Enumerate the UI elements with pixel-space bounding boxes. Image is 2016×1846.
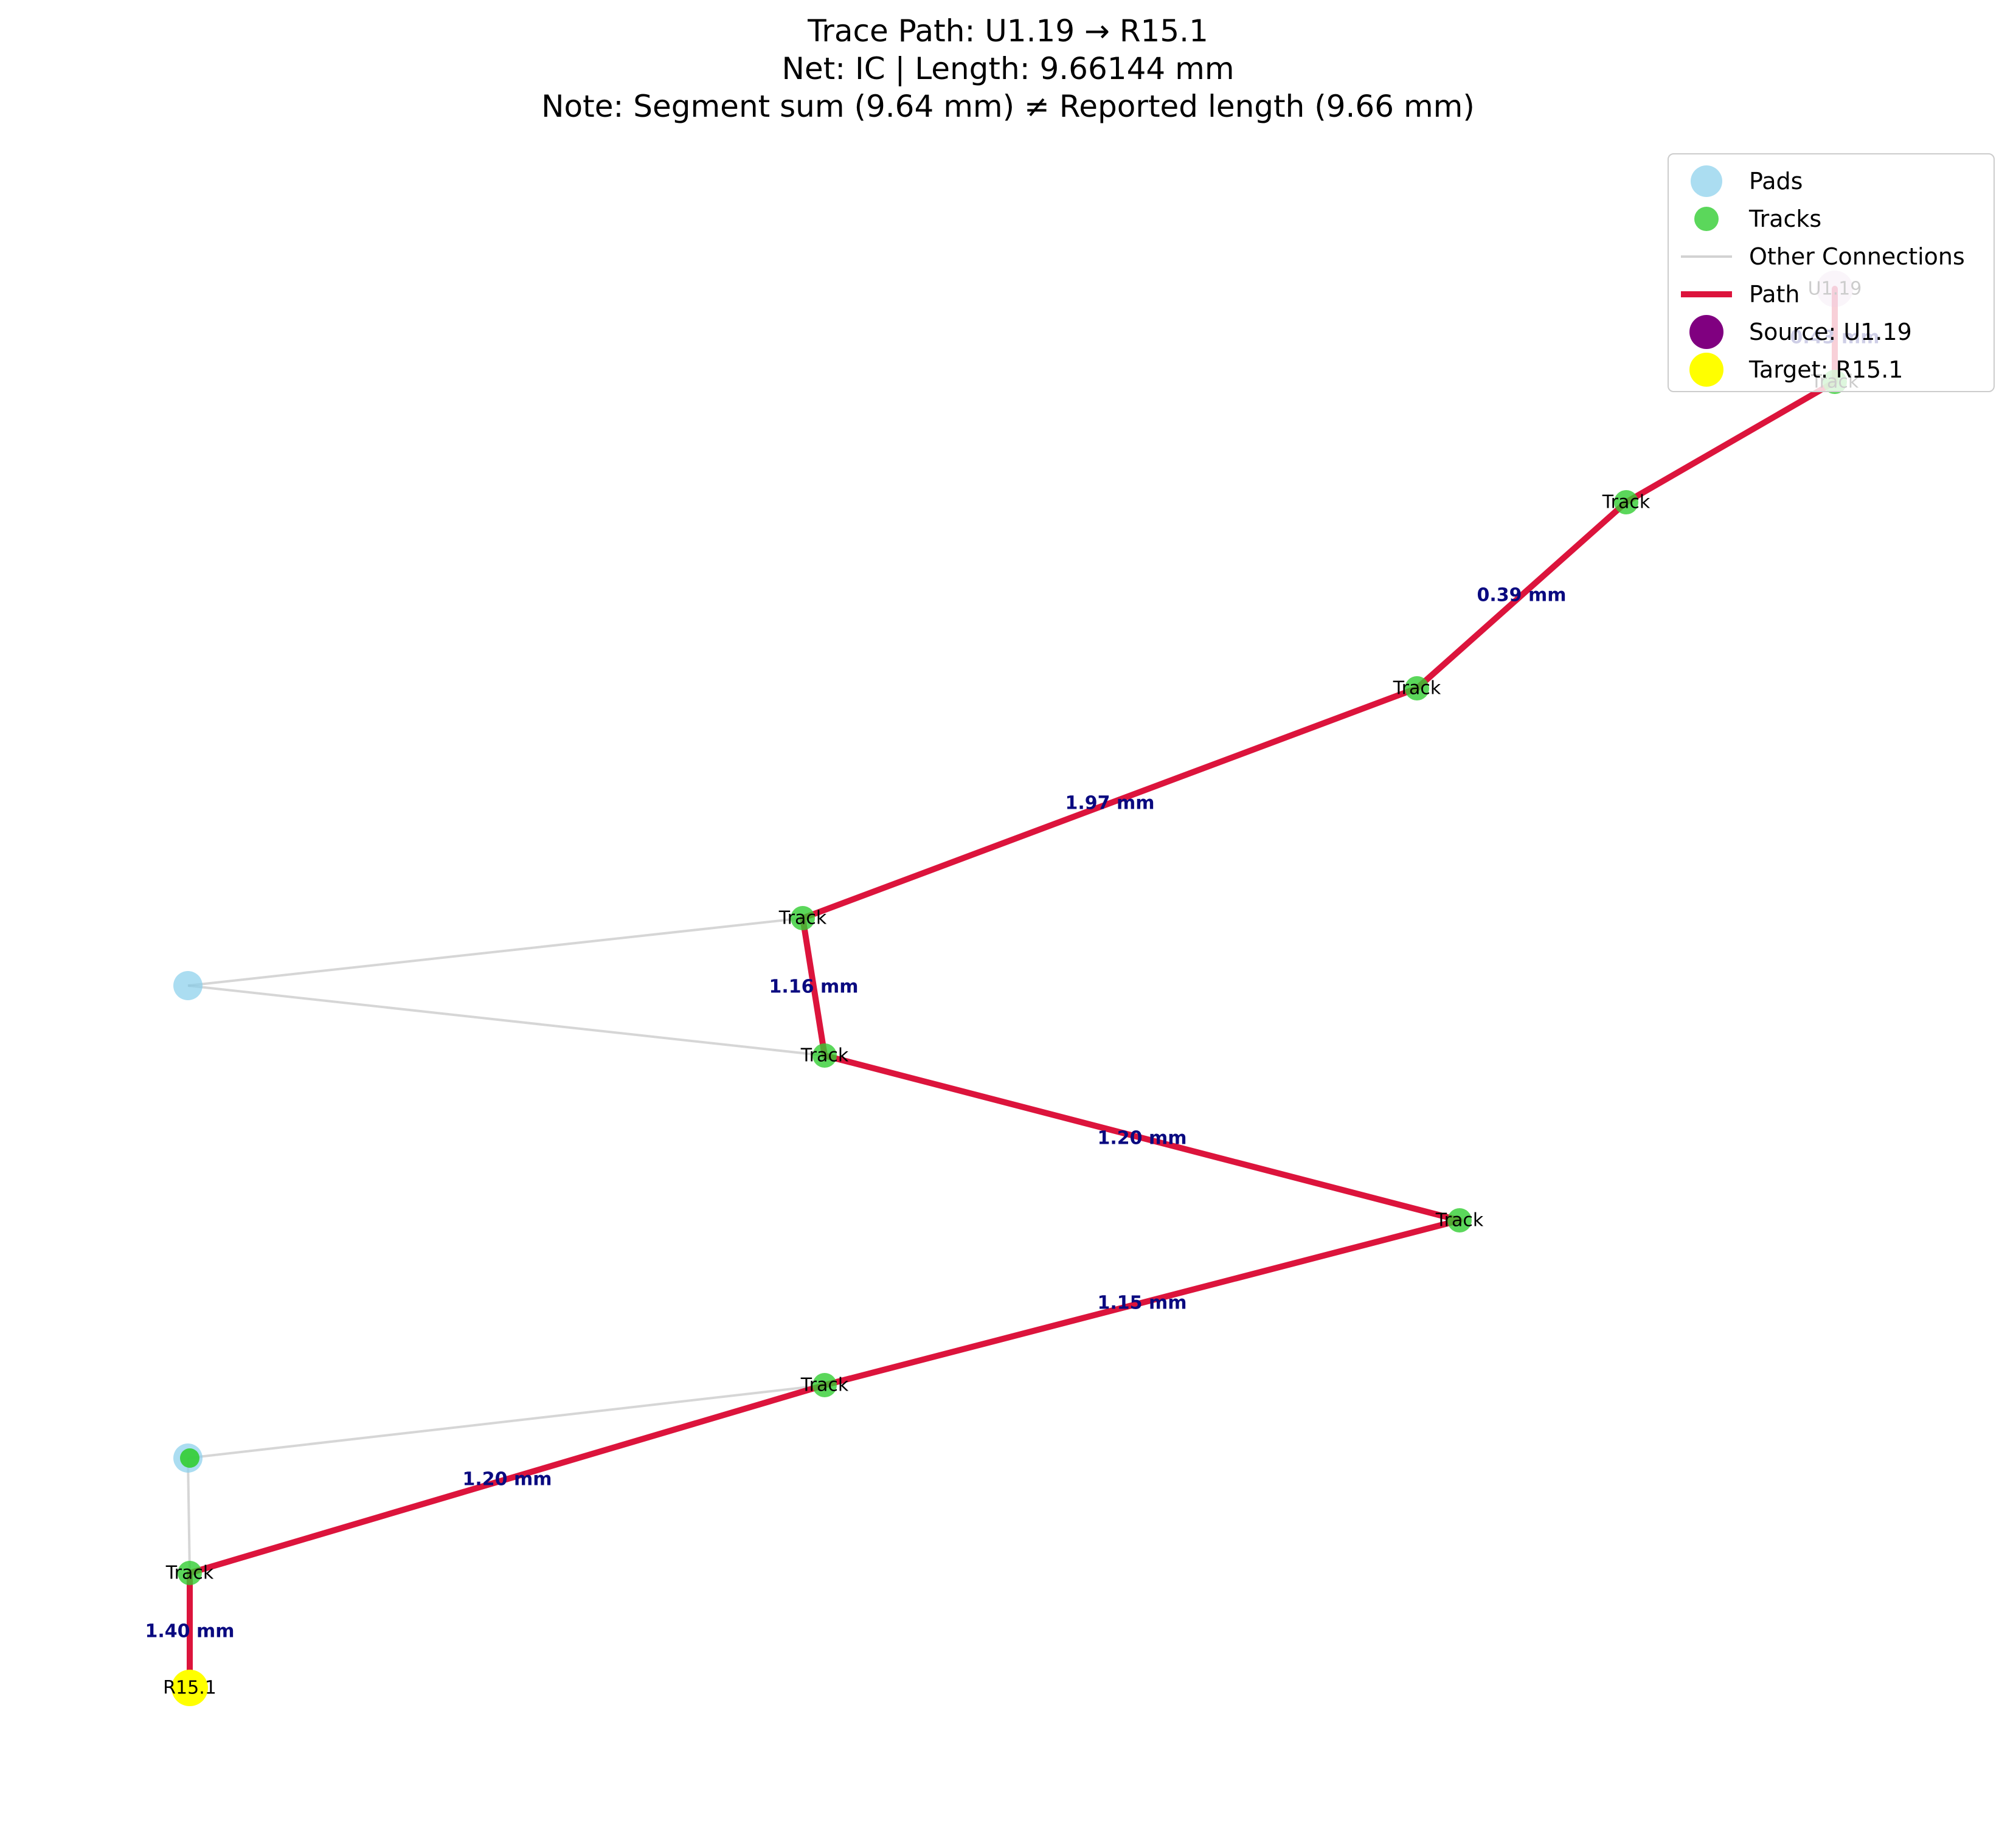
path-segment-line (822, 1053, 1463, 1223)
path-layer (187, 286, 1838, 1691)
segment-length-label: 1.20 mm (1098, 1128, 1187, 1149)
path-segment-line (187, 1382, 828, 1576)
track-node (1447, 1208, 1472, 1232)
other-connection-line (187, 1457, 191, 1574)
legend-item-path: Path (1669, 276, 1996, 313)
track-node (1405, 676, 1429, 700)
track-node-label: Track (800, 1045, 849, 1066)
track-node (1614, 490, 1638, 514)
path-segment-line (1414, 499, 1629, 691)
legend-item-other-connections: Other Connections (1669, 238, 1996, 275)
other-connection-line (187, 917, 803, 987)
legend-label-path: Path (1749, 281, 1800, 308)
path-segment-line (822, 1217, 1463, 1388)
segment-length-label: 1.15 mm (1098, 1293, 1187, 1314)
other-connections-layer (187, 917, 825, 1574)
path-segment-line (800, 685, 1420, 921)
pad-marker-icon (1691, 165, 1722, 197)
title-line-3: Note: Segment sum (9.64 mm) ≠ Reported l… (541, 89, 1475, 124)
track-node-label: Track (1393, 678, 1441, 699)
other-connection-line (187, 984, 825, 1057)
legend-item-source: Source: U1.19 (1669, 314, 1996, 350)
legend-item-target: Target: R15.1 (1669, 351, 1996, 388)
track-node-label: Track (800, 1375, 849, 1396)
legend-item-pads: Pads (1669, 163, 1996, 199)
target-marker-icon (1689, 353, 1723, 387)
legend-label-pads: Pads (1749, 168, 1803, 195)
chart-title: Trace Path: U1.19 → R15.1 Net: IC | Leng… (0, 12, 2016, 125)
track-node-label: Track (1602, 492, 1651, 513)
nodes-layer (171, 271, 1853, 1706)
track-marker-icon (1694, 207, 1719, 231)
track-node (180, 1448, 199, 1468)
node-labels-layer: U1.19TrackTrackTrackTrackTrackTrackTrack… (163, 278, 1862, 1699)
path-line-icon (1681, 291, 1732, 297)
segment-length-label: 0.39 mm (1477, 585, 1567, 606)
source-marker-icon (1689, 315, 1723, 349)
legend-label-source: Source: U1.19 (1749, 319, 1912, 345)
legend-label-tracks: Tracks (1749, 206, 1822, 232)
legend-label-target: Target: R15.1 (1749, 356, 1903, 383)
path-segment-line (1623, 379, 1838, 505)
segment-length-label: 1.20 mm (463, 1469, 552, 1490)
segment-labels-layer: 0.43 mm0.39 mm1.97 mm1.16 mm1.20 mm1.15 … (145, 327, 1880, 1642)
track-node-label: Track (778, 908, 827, 929)
track-node (791, 906, 815, 930)
track-node-label: Track (165, 1563, 214, 1584)
pad-node (173, 971, 203, 1000)
track-node (812, 1043, 837, 1068)
track-node (812, 1373, 837, 1397)
legend-item-tracks: Tracks (1669, 201, 1996, 237)
title-line-1: Trace Path: U1.19 → R15.1 (808, 13, 1208, 49)
target-node (171, 1670, 208, 1706)
track-node (178, 1561, 202, 1585)
other-connection-line (187, 1384, 825, 1459)
title-line-2: Net: IC | Length: 9.66144 mm (781, 51, 1235, 86)
path-segment-line (800, 915, 828, 1059)
segment-length-label: 1.40 mm (145, 1621, 235, 1642)
segment-length-label: 1.16 mm (769, 977, 859, 998)
segment-length-label: 1.97 mm (1065, 793, 1155, 814)
legend: Pads Tracks Other Connections Path Sourc… (1668, 153, 1995, 392)
line-marker-icon (1681, 255, 1732, 258)
track-node-label: Track (1435, 1210, 1484, 1231)
target-node-label: R15.1 (163, 1678, 216, 1699)
legend-label-other-connections: Other Connections (1749, 243, 1965, 270)
